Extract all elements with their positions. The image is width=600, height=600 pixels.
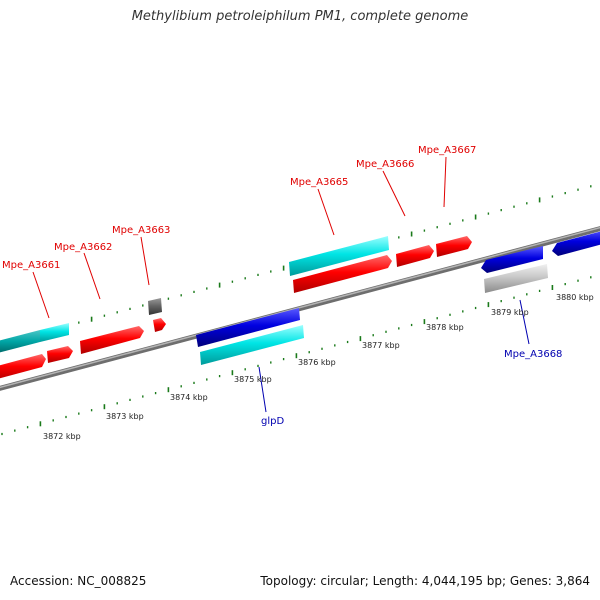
scale-label: 3877 kbp bbox=[362, 341, 400, 350]
accession-text: Accession: NC_008825 bbox=[10, 574, 147, 588]
genome-backbone-highlight bbox=[0, 226, 600, 389]
scale-label: 3873 kbp bbox=[106, 412, 144, 421]
leader-mpe-a3667 bbox=[443, 156, 447, 208]
feature-rna-mpe-a3668[interactable] bbox=[484, 264, 548, 293]
feature-track bbox=[0, 229, 600, 381]
feature-cds-mpe-a3661[interactable] bbox=[47, 346, 73, 363]
feature-cds-mpe-a3667[interactable] bbox=[436, 236, 472, 257]
scale-label: 3874 kbp bbox=[170, 393, 208, 402]
gene-label-mpe-a3662[interactable]: Mpe_A3662 bbox=[54, 242, 112, 253]
leader-mpe-a3668 bbox=[519, 299, 530, 345]
leader-mpe-a3662 bbox=[83, 252, 101, 300]
scale-label: 3879 kbp bbox=[491, 308, 529, 317]
scale-label: 3872 kbp bbox=[43, 432, 81, 441]
gene-label-mpe-a3665[interactable]: Mpe_A3665 bbox=[290, 177, 348, 188]
feature-cds-glpd-upper[interactable] bbox=[196, 308, 300, 347]
topology-summary: Topology: circular; Length: 4,044,195 bp… bbox=[260, 574, 590, 588]
gene-label-mpe-a3666[interactable]: Mpe_A3666 bbox=[356, 159, 414, 170]
feature-cds-mpe-a3668-upper[interactable] bbox=[481, 246, 543, 273]
map-title: Methylibium petroleiphilum PM1, complete… bbox=[131, 9, 469, 24]
gene-label-mpe-a3667[interactable]: Mpe_A3667 bbox=[418, 145, 476, 156]
leader-mpe-a3663 bbox=[140, 236, 150, 286]
reverse-leader-lines bbox=[258, 299, 530, 413]
feature-cds-mpe-a3666[interactable] bbox=[396, 245, 434, 267]
genome-backbone bbox=[0, 226, 600, 391]
forward-leader-lines bbox=[32, 156, 447, 319]
feature-rna-left-cyan[interactable] bbox=[40, 323, 69, 342]
feature-rna-mpe-a3665[interactable] bbox=[289, 236, 389, 276]
scale-label: 3880 kbp bbox=[556, 293, 594, 302]
feature-rna-left-teal[interactable] bbox=[0, 330, 40, 355]
gene-label-glpd[interactable]: glpD bbox=[261, 416, 284, 427]
scale-label: 3875 kbp bbox=[234, 375, 272, 384]
gene-label-mpe-a3668[interactable]: Mpe_A3668 bbox=[504, 349, 562, 360]
scale-label: 3878 kbp bbox=[426, 323, 464, 332]
gene-label-mpe-a3663[interactable]: Mpe_A3663 bbox=[112, 225, 170, 236]
feature-cds-mpe-a3662[interactable] bbox=[80, 326, 144, 354]
leader-glpd bbox=[258, 366, 267, 413]
gene-labels: Mpe_A3661 Mpe_A3662 Mpe_A3663 Mpe_A3665 … bbox=[2, 145, 562, 427]
scale-label: 3876 kbp bbox=[298, 358, 336, 367]
feature-cds-left-lower[interactable] bbox=[0, 354, 46, 381]
gene-label-mpe-a3661[interactable]: Mpe_A3661 bbox=[2, 260, 60, 271]
feature-cds-small[interactable] bbox=[153, 318, 166, 332]
reverse-tick-track bbox=[1, 276, 592, 436]
feature-rna-mpe-a3663[interactable] bbox=[148, 298, 162, 315]
scale-labels: 3872 kbp 3873 kbp 3874 kbp 3875 kbp 3876… bbox=[43, 293, 594, 441]
leader-mpe-a3666 bbox=[382, 170, 406, 217]
feature-cds-right[interactable] bbox=[552, 229, 600, 256]
feature-rna-glpd[interactable] bbox=[200, 325, 304, 365]
leader-mpe-a3661 bbox=[32, 271, 50, 319]
feature-cds-mpe-a3665[interactable] bbox=[293, 255, 392, 293]
leader-mpe-a3665 bbox=[317, 188, 335, 236]
